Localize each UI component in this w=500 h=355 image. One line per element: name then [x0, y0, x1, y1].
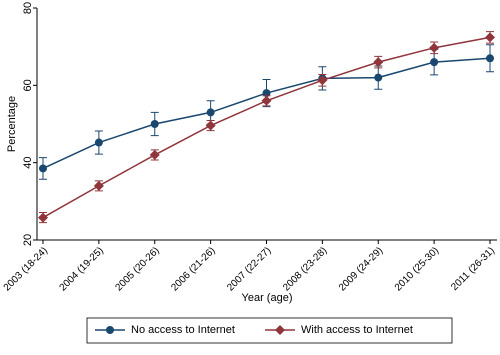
y-tick-label: 20	[22, 234, 34, 246]
x-tick-label: 2006 (21-26)	[169, 245, 217, 293]
data-point	[430, 58, 439, 67]
series-line	[42, 36, 491, 219]
data-point	[149, 149, 160, 160]
data-point	[429, 42, 440, 53]
legend-marker	[275, 325, 285, 335]
data-point	[261, 95, 272, 106]
x-tick-label: 2009 (24-29)	[337, 245, 385, 293]
data-point	[317, 75, 328, 86]
y-axis-label: Percentage	[6, 96, 18, 152]
x-tick-label: 2007 (22-27)	[225, 245, 273, 293]
y-tick-label: 60	[22, 79, 34, 91]
data-point	[485, 32, 495, 43]
x-tick-label: 2008 (23-28)	[281, 245, 329, 293]
x-tick-label: 2004 (19-25)	[58, 245, 106, 293]
data-point	[93, 180, 104, 191]
data-point	[39, 164, 47, 173]
x-tick-label: 2010 (25-30)	[393, 245, 441, 293]
data-point	[38, 212, 48, 223]
x-tick-label: 2005 (20-26)	[113, 245, 161, 293]
data-point	[262, 89, 271, 98]
legend-label: With access to Internet	[301, 324, 413, 336]
data-point	[94, 138, 103, 147]
legend-marker	[106, 326, 114, 334]
x-tick-label: 2011 (26-31)	[449, 245, 497, 293]
x-axis-label: Year (age)	[242, 292, 293, 304]
y-tick-label: 40	[22, 157, 34, 169]
x-tick-label: 2003 (18-24)	[2, 245, 50, 293]
data-point	[206, 108, 215, 117]
data-point	[205, 120, 216, 131]
data-point	[486, 54, 494, 63]
legend-label: No access to Internet	[131, 324, 235, 336]
series-line	[42, 57, 491, 170]
data-point	[374, 73, 383, 82]
data-point	[373, 57, 384, 68]
y-tick-label: 80	[22, 2, 34, 14]
data-point	[150, 120, 159, 128]
